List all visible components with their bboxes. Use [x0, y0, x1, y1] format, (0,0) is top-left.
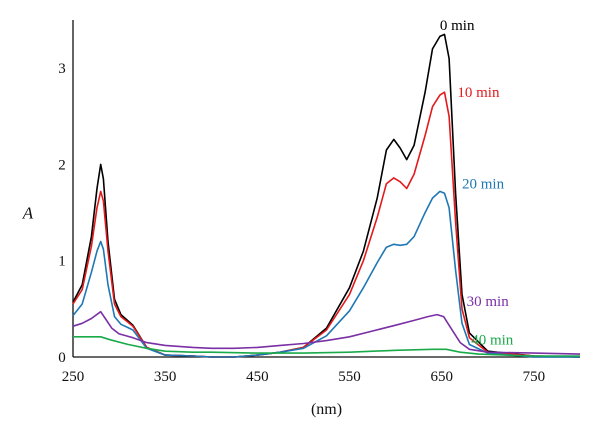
- series-line: [72, 91, 581, 358]
- x-tick-label: 650: [430, 369, 453, 385]
- series-line: [72, 190, 580, 358]
- x-tick-label: 250: [62, 369, 85, 385]
- series-label: 30 min: [467, 294, 510, 310]
- y-tick-label: 1: [58, 254, 66, 270]
- x-tick-label: 550: [338, 369, 361, 385]
- series-lines: [72, 33, 581, 358]
- x-tick-label: 750: [523, 369, 546, 385]
- series-label: 20 min: [462, 177, 505, 193]
- y-tick-label: 3: [58, 61, 66, 77]
- y-tick-label: 0: [58, 350, 66, 366]
- x-axis-label: (nm): [311, 401, 342, 418]
- series-labels: 0 min 10 min 20 min 30 min 40 min: [440, 18, 514, 349]
- x-tick-label: 450: [246, 369, 269, 385]
- series-line: [72, 310, 581, 355]
- series-label: 10 min: [457, 85, 500, 101]
- series-line: [72, 33, 581, 358]
- series-label: 40 min: [471, 333, 514, 349]
- x-tick-labels: 250 350 450 550 650 750: [62, 369, 545, 385]
- series-line: [73, 335, 580, 357]
- x-tick-label: 350: [154, 369, 177, 385]
- y-axis-label: A: [22, 204, 34, 223]
- y-tick-labels: 0 1 2 3: [58, 61, 66, 366]
- y-tick-label: 2: [58, 157, 66, 173]
- series-label: 0 min: [440, 18, 475, 34]
